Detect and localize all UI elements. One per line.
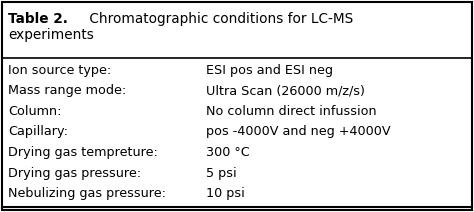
Text: No column direct infussion: No column direct infussion <box>206 105 377 118</box>
Text: Table 2.: Table 2. <box>8 12 68 26</box>
Text: 5 psi: 5 psi <box>206 167 237 180</box>
Text: Ultra Scan (26000 m/z/s): Ultra Scan (26000 m/z/s) <box>206 84 365 97</box>
Text: experiments: experiments <box>8 28 94 42</box>
Text: Column:: Column: <box>8 105 62 118</box>
Text: Mass range mode:: Mass range mode: <box>8 84 126 97</box>
Text: Drying gas tempreture:: Drying gas tempreture: <box>8 146 158 159</box>
Text: Nebulizing gas pressure:: Nebulizing gas pressure: <box>8 187 166 200</box>
Text: pos -4000V and neg +4000V: pos -4000V and neg +4000V <box>206 126 391 138</box>
Text: Ion source type:: Ion source type: <box>8 64 111 77</box>
Text: 300 °C: 300 °C <box>206 146 250 159</box>
Text: 10 psi: 10 psi <box>206 187 245 200</box>
Text: Drying gas pressure:: Drying gas pressure: <box>8 167 141 180</box>
Text: Chromatographic conditions for LC-MS: Chromatographic conditions for LC-MS <box>85 12 354 26</box>
Text: ESI pos and ESI neg: ESI pos and ESI neg <box>206 64 333 77</box>
Text: Capillary:: Capillary: <box>8 126 68 138</box>
